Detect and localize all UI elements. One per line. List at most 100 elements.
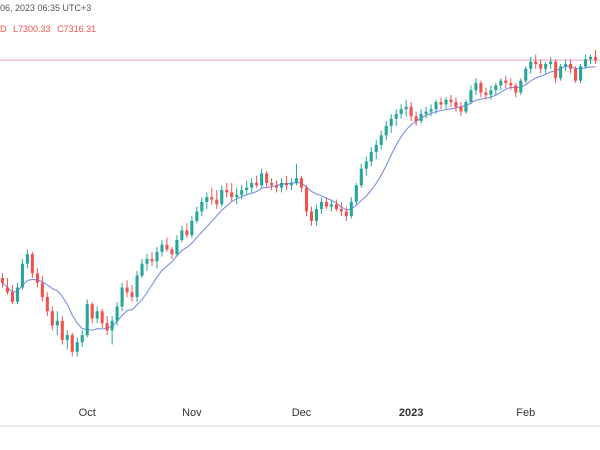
candle: [50, 306, 54, 331]
candle: [225, 182, 229, 198]
candle: [549, 56, 553, 69]
candle: [469, 85, 473, 105]
candle-body: [439, 102, 443, 105]
header-date-line: 06, 2023 06:35 UTC+3: [0, 3, 91, 13]
candle-body: [120, 287, 124, 307]
candle-body: [95, 311, 99, 319]
candle: [499, 78, 503, 91]
candle: [265, 171, 269, 188]
candle: [339, 201, 343, 217]
x-tick-label: Oct: [79, 407, 96, 419]
candle-body: [195, 211, 199, 221]
candle: [364, 156, 368, 176]
candle: [574, 66, 578, 84]
candle: [280, 178, 284, 193]
candle-body: [10, 292, 15, 302]
candle: [270, 178, 274, 191]
candle: [240, 185, 244, 200]
candle-body: [165, 244, 169, 250]
candle-body: [374, 144, 378, 152]
candle-body: [0, 278, 5, 283]
candle-body: [100, 311, 104, 324]
candle: [419, 109, 423, 124]
candle-body: [559, 66, 563, 79]
candle-body: [429, 109, 433, 112]
candle: [145, 254, 149, 271]
candle-body: [25, 254, 29, 264]
candle: [195, 206, 199, 224]
candle: [35, 268, 39, 288]
candle-body: [299, 178, 304, 188]
candle-body: [135, 275, 139, 298]
candle-body: [419, 113, 423, 122]
candle: [529, 56, 533, 74]
candle-body: [344, 211, 348, 217]
candle-body: [459, 106, 463, 112]
candle: [120, 282, 124, 312]
candle-body: [235, 194, 239, 198]
candle-body: [409, 106, 413, 117]
candle: [374, 140, 378, 160]
candle: [55, 311, 59, 336]
candle: [110, 316, 114, 345]
candle-body: [230, 192, 234, 198]
candle-body: [110, 320, 114, 331]
candle-body: [454, 102, 458, 107]
candle-body: [593, 56, 598, 61]
candle: [289, 178, 294, 191]
candle: [230, 182, 234, 202]
candle: [344, 206, 348, 221]
candle: [414, 111, 418, 126]
candle-body: [579, 66, 583, 81]
candle-body: [140, 263, 144, 276]
candle: [150, 251, 154, 267]
candle-body: [289, 182, 294, 186]
candle: [504, 75, 508, 88]
candle: [304, 185, 309, 217]
candle: [309, 206, 314, 226]
candle: [245, 180, 249, 195]
candle: [479, 80, 483, 98]
candle: [583, 54, 588, 69]
candle: [379, 130, 383, 150]
candle-body: [284, 182, 289, 186]
candle-body: [544, 64, 548, 69]
candle-body: [434, 102, 438, 110]
candle: [25, 249, 29, 269]
candle-body: [529, 61, 533, 69]
candle-body: [414, 116, 418, 122]
candle: [80, 330, 84, 347]
candle: [210, 187, 214, 205]
candle-body: [175, 239, 179, 255]
candle: [454, 97, 458, 112]
candle: [170, 247, 174, 259]
moving-average-layer: [2, 65, 596, 331]
candle: [588, 54, 593, 65]
candle-body: [449, 99, 453, 103]
candle-body: [190, 220, 194, 236]
candle: [250, 178, 254, 193]
candle-body: [225, 190, 229, 193]
candle-body: [309, 211, 314, 221]
candle: [434, 99, 438, 114]
candle-body: [20, 263, 24, 288]
header-date: 06, 2023 06:35 UTC+3: [0, 3, 92, 13]
candle-body: [50, 311, 54, 326]
candle-body: [70, 335, 74, 352]
candle: [220, 185, 224, 207]
candle-body: [324, 201, 328, 207]
candle: [489, 85, 493, 100]
candle: [534, 54, 538, 69]
candle: [424, 106, 428, 119]
candle-body: [65, 335, 69, 340]
candle-body: [30, 254, 34, 274]
candle: [175, 235, 179, 257]
candle-body: [389, 118, 393, 126]
candle: [404, 99, 408, 117]
candle-body: [215, 199, 219, 205]
candle-body: [564, 64, 568, 67]
candle-body: [509, 83, 513, 86]
candle: [40, 275, 44, 302]
candle-body: [504, 80, 508, 84]
candle: [275, 180, 279, 193]
